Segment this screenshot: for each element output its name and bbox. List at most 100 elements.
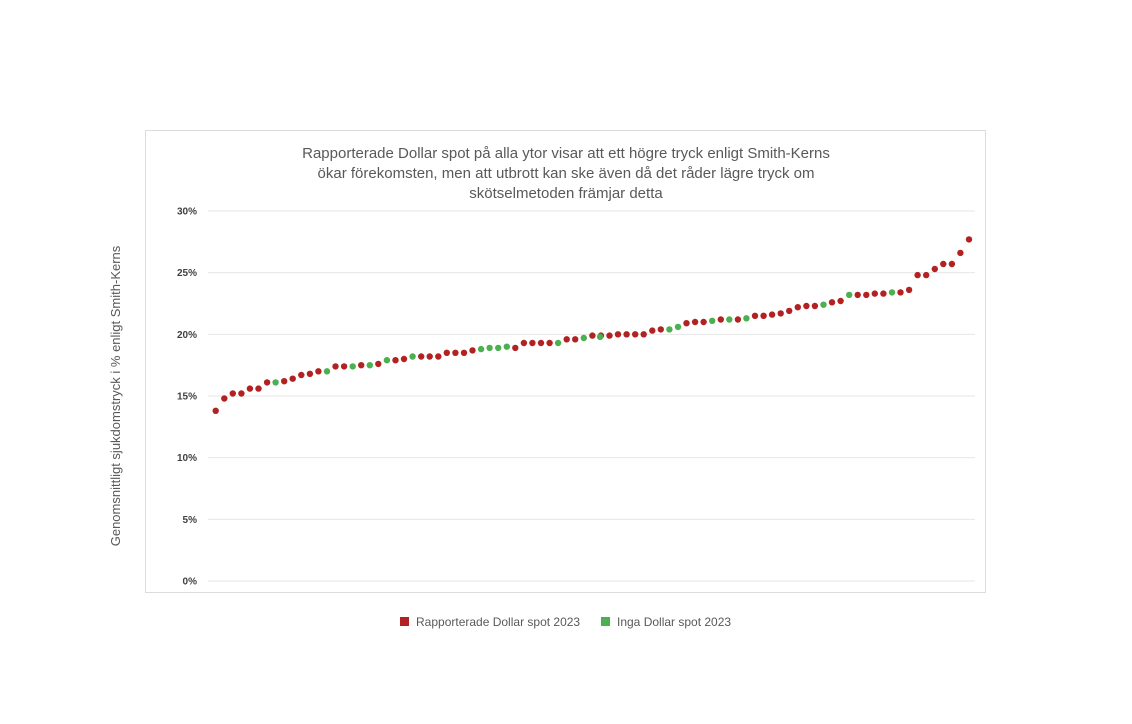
data-point-none: [366, 362, 373, 369]
data-point-reported: [340, 363, 348, 370]
data-point-none: [323, 368, 331, 375]
y-tick-label: 20%: [177, 330, 197, 341]
data-point-none: [726, 316, 733, 323]
chart-title-line-2: ökar förekomsten, men att utbrott kan sk…: [318, 165, 815, 182]
data-points: [212, 236, 973, 414]
data-point-reported: [734, 316, 742, 323]
y-tick-label: 15%: [177, 392, 197, 403]
y-axis-label: Genomsnittligt sjukdomstryck i % enligt …: [108, 245, 123, 546]
data-point-reported: [246, 385, 254, 392]
data-point-reported: [640, 331, 647, 338]
y-tick-label: 30%: [177, 207, 197, 218]
chart-title-line-3: skötselmetoden främjar detta: [469, 185, 663, 202]
data-point-reported: [392, 357, 399, 364]
y-tick-label: 0%: [183, 577, 198, 588]
data-point-reported: [948, 260, 956, 268]
data-point-reported: [469, 347, 476, 354]
data-point-reported: [905, 286, 913, 294]
data-point-none: [272, 379, 279, 386]
data-point-reported: [537, 339, 545, 347]
data-point-none: [554, 339, 562, 347]
data-point-reported: [546, 339, 553, 347]
data-point-reported: [863, 291, 870, 299]
data-point-reported: [443, 349, 450, 356]
data-point-reported: [965, 236, 973, 243]
data-point-reported: [691, 318, 699, 326]
data-point-reported: [563, 336, 570, 343]
data-point-reported: [837, 297, 844, 305]
data-point-reported: [529, 339, 536, 347]
data-point-none: [409, 353, 416, 360]
data-point-reported: [777, 310, 784, 317]
data-point-reported: [298, 371, 305, 379]
data-point-reported: [426, 353, 433, 360]
data-point-reported: [794, 304, 801, 311]
y-tick-label: 25%: [177, 268, 197, 279]
data-point-reported: [880, 290, 887, 297]
data-point-reported: [871, 290, 878, 297]
data-point-reported: [803, 302, 810, 310]
data-point-reported: [717, 316, 724, 323]
data-point-reported: [281, 378, 288, 385]
chart-title: Rapporterade Dollar spot på alla ytor vi…: [302, 145, 830, 202]
data-point-reported: [751, 312, 759, 319]
data-point-reported: [435, 353, 442, 360]
data-point-reported: [400, 355, 408, 363]
data-point-none: [743, 315, 750, 322]
data-point-reported: [940, 260, 947, 268]
y-tick-label: 5%: [183, 515, 198, 526]
data-point-none: [503, 343, 510, 350]
data-point-none: [495, 344, 502, 352]
data-point-reported: [315, 368, 322, 375]
data-point-reported: [828, 299, 836, 306]
data-point-none: [846, 291, 853, 299]
data-point-reported: [768, 311, 776, 318]
data-point-none: [820, 301, 827, 308]
data-point-reported: [632, 331, 639, 338]
data-point-reported: [306, 370, 314, 377]
legend-swatch-none: [601, 617, 610, 626]
gridlines: [208, 210, 975, 582]
data-point-reported: [897, 289, 904, 296]
data-point-none: [709, 317, 716, 324]
data-point-reported: [700, 318, 707, 326]
data-point-reported: [263, 379, 271, 386]
data-point-reported: [683, 320, 690, 327]
data-point-none: [486, 344, 493, 352]
data-point-reported: [332, 363, 339, 370]
data-point-reported: [589, 332, 596, 339]
data-point-none: [674, 323, 682, 331]
data-point-reported: [452, 349, 459, 356]
data-point-reported: [375, 360, 382, 368]
data-point-reported: [212, 407, 219, 414]
data-point-reported: [786, 307, 793, 315]
data-point-reported: [606, 332, 613, 339]
data-point-reported: [520, 339, 528, 347]
data-point-reported: [614, 331, 622, 338]
data-point-none: [596, 333, 604, 340]
data-point-reported: [760, 312, 767, 319]
legend: Rapporterade Dollar spot 2023 Inga Dollar…: [400, 615, 731, 629]
data-point-reported: [957, 249, 964, 257]
data-point-none: [580, 334, 587, 342]
data-point-reported: [931, 265, 938, 273]
data-point-reported: [460, 349, 468, 356]
data-point-reported: [238, 390, 245, 397]
data-point-none: [888, 289, 896, 296]
data-point-reported: [914, 271, 921, 279]
data-point-reported: [358, 362, 365, 369]
chart-frame: [145, 130, 986, 593]
data-point-reported: [811, 302, 819, 310]
data-point-reported: [649, 327, 656, 334]
legend-label-none: Inga Dollar spot 2023: [617, 615, 731, 629]
data-point-reported: [923, 271, 930, 279]
data-point-none: [383, 357, 391, 364]
legend-swatch-reported: [400, 617, 409, 626]
data-point-reported: [623, 331, 630, 338]
data-point-none: [349, 363, 356, 370]
chart-title-line-1: Rapporterade Dollar spot på alla ytor vi…: [302, 145, 830, 162]
y-tick-label: 10%: [177, 453, 197, 464]
data-point-none: [666, 326, 673, 333]
data-point-reported: [229, 390, 236, 397]
